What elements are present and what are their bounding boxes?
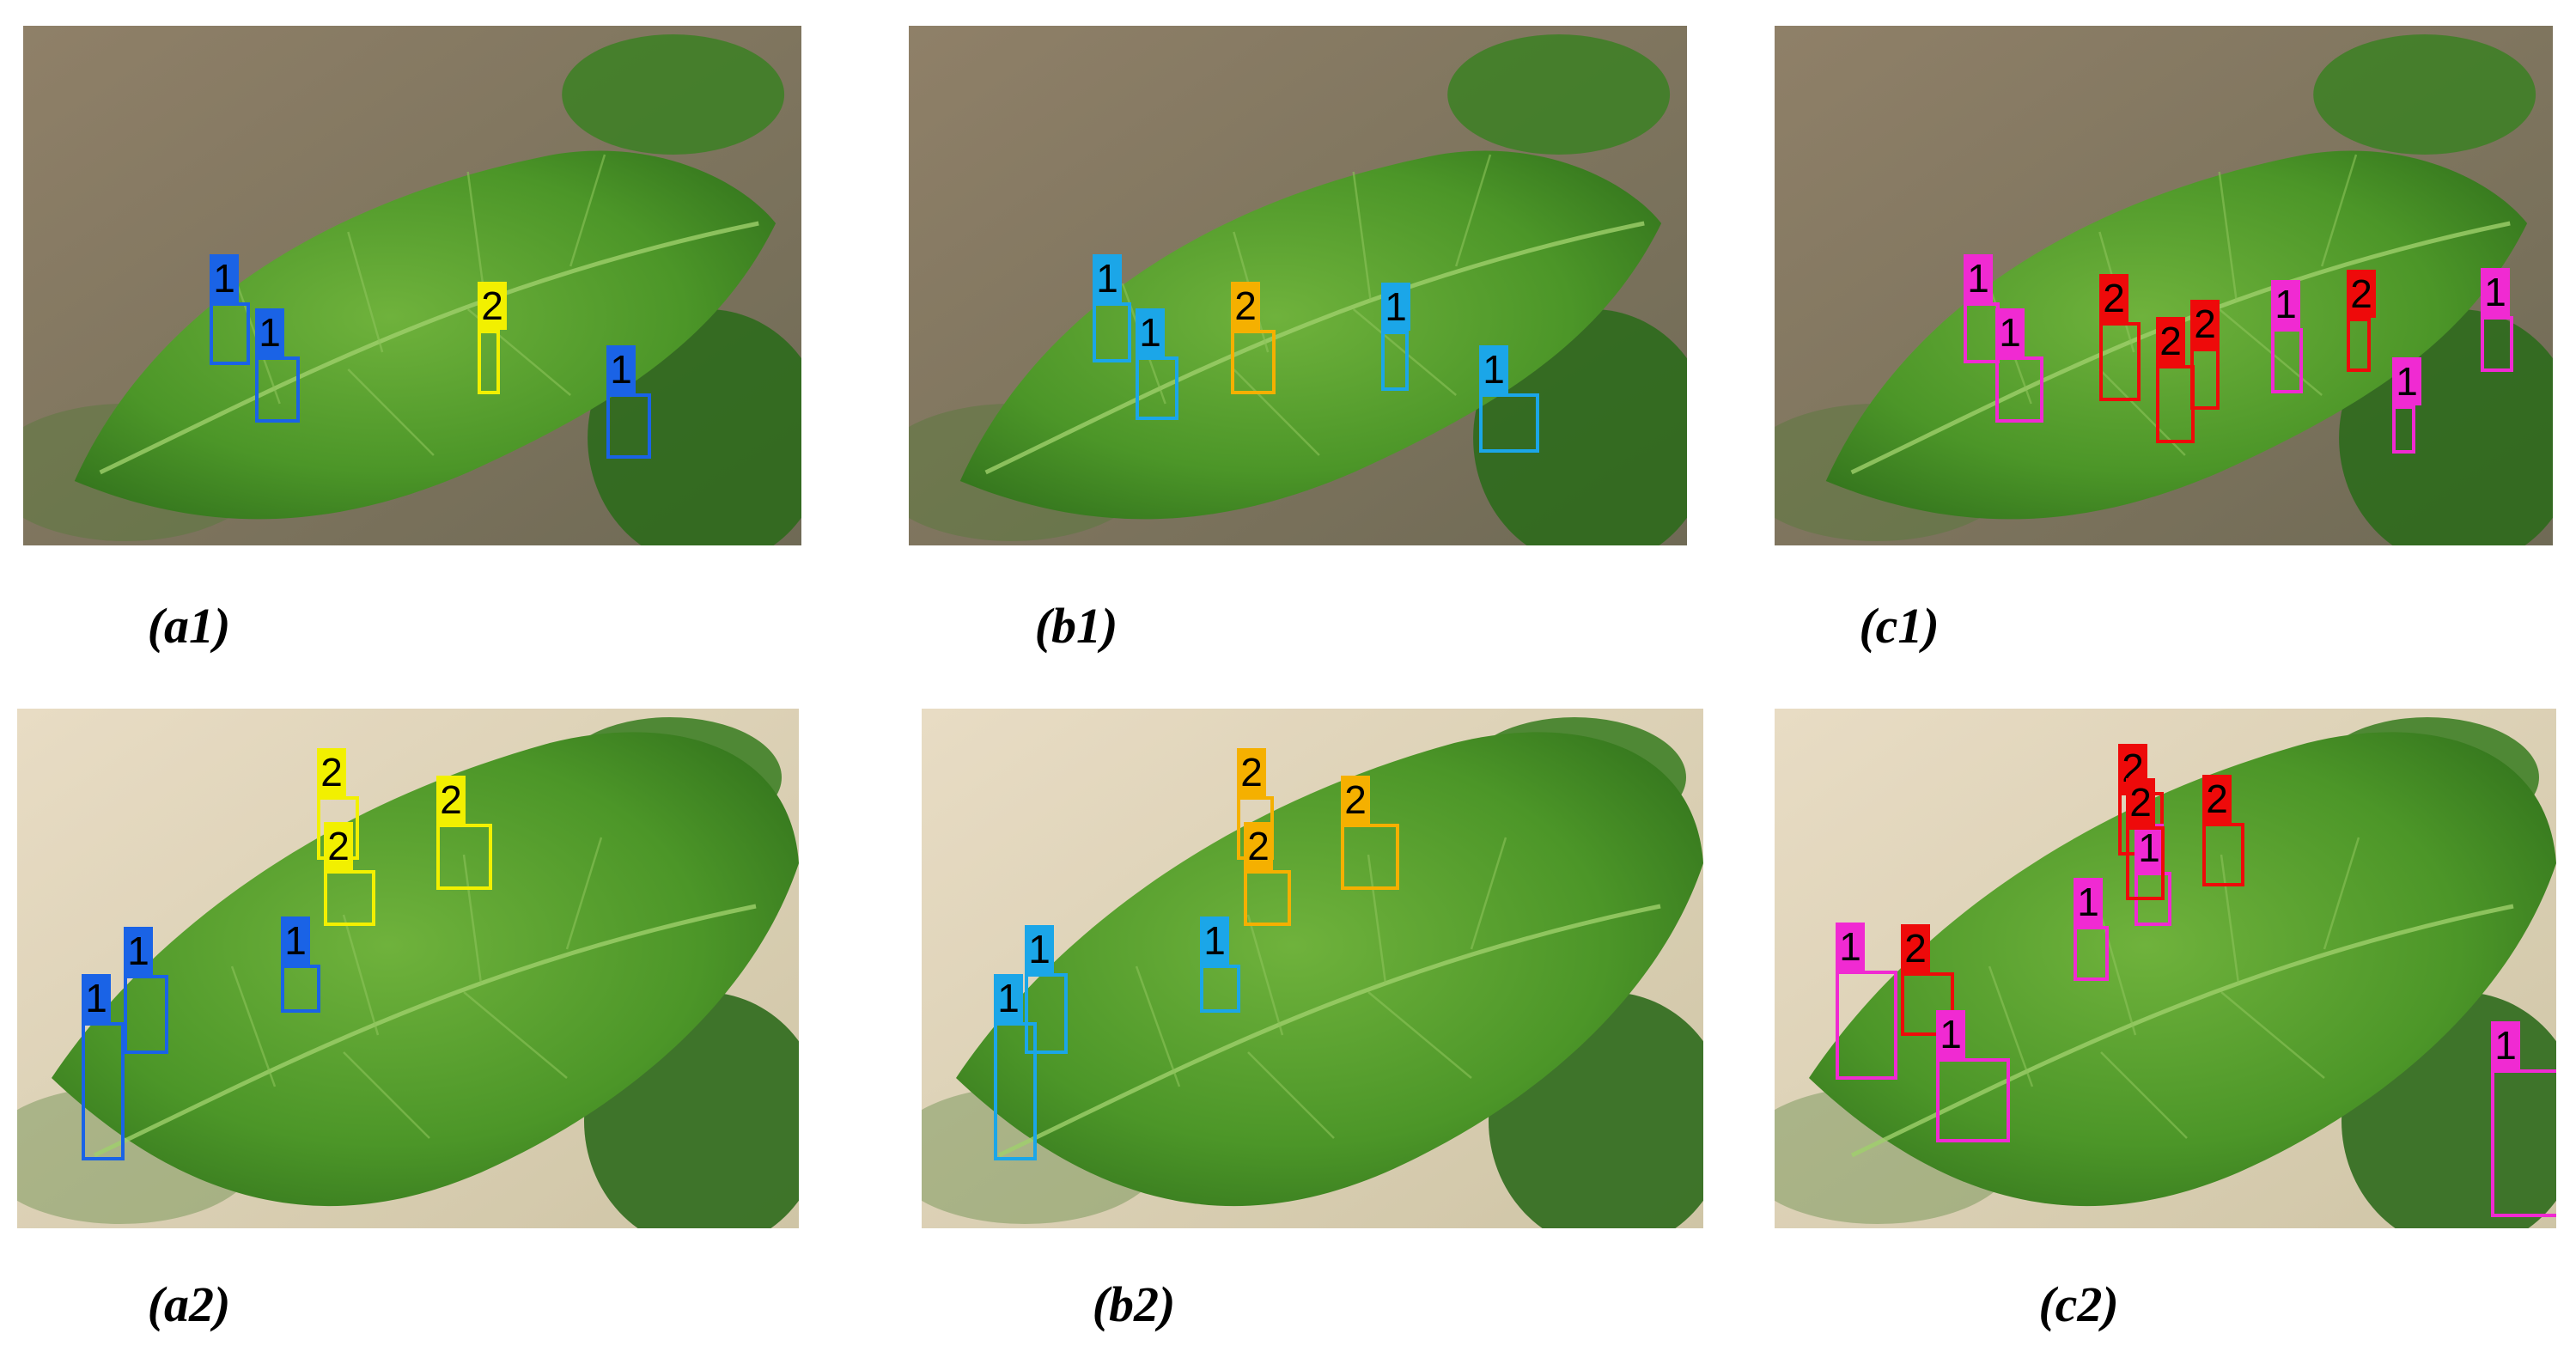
detection-box bbox=[1995, 356, 2043, 423]
detection-label: 1 bbox=[281, 916, 310, 965]
detection-label: 2 bbox=[2347, 270, 2376, 318]
detection-box bbox=[2392, 405, 2415, 454]
detection-box bbox=[124, 975, 168, 1054]
detection-label: 1 bbox=[1025, 925, 1054, 973]
detection-box bbox=[210, 302, 250, 365]
caption-c2: (c2) bbox=[2038, 1276, 2119, 1332]
detection-label: 1 bbox=[1093, 254, 1122, 302]
caption-b2: (b2) bbox=[1092, 1276, 1176, 1332]
detection-box bbox=[1025, 973, 1068, 1054]
detection-label: 2 bbox=[2099, 274, 2128, 322]
detection-label: 2 bbox=[1901, 924, 1930, 972]
detection-label: 1 bbox=[1836, 923, 1865, 971]
detection-box bbox=[1341, 824, 1399, 890]
detection-box bbox=[281, 965, 320, 1013]
detection-label: 2 bbox=[2126, 778, 2155, 826]
leaf-photo bbox=[1775, 709, 2556, 1228]
detection-box bbox=[2481, 316, 2513, 372]
detection-box bbox=[2126, 826, 2165, 900]
leaf-photo bbox=[23, 26, 801, 545]
detection-label: 1 bbox=[2134, 824, 2164, 872]
detection-box bbox=[1136, 356, 1178, 420]
detection-label: 2 bbox=[2156, 317, 2185, 365]
detection-box bbox=[2202, 823, 2244, 886]
detection-box bbox=[255, 356, 300, 423]
detection-box bbox=[436, 824, 492, 890]
detection-box bbox=[1901, 972, 1954, 1036]
leaf-photo bbox=[922, 709, 1703, 1228]
detection-label: 1 bbox=[1936, 1010, 1965, 1058]
detection-label: 1 bbox=[255, 308, 284, 356]
detection-label: 2 bbox=[1237, 748, 1266, 796]
detection-label: 2 bbox=[1231, 282, 1260, 330]
detection-box bbox=[606, 393, 651, 459]
detection-box bbox=[478, 330, 500, 394]
leaf-photo bbox=[1775, 26, 2553, 545]
detection-box bbox=[324, 870, 375, 926]
leaf-photo bbox=[909, 26, 1687, 545]
caption-a2: (a2) bbox=[147, 1276, 231, 1332]
detection-label: 1 bbox=[124, 927, 153, 975]
detection-label: 1 bbox=[1200, 916, 1229, 965]
detection-box bbox=[2190, 348, 2220, 410]
detection-box bbox=[1093, 302, 1131, 362]
detection-box bbox=[2074, 926, 2109, 981]
detection-label: 2 bbox=[317, 748, 346, 796]
detection-label: 2 bbox=[1341, 776, 1370, 824]
detection-label: 2 bbox=[324, 822, 353, 870]
detection-box bbox=[1964, 302, 2000, 363]
caption-a1: (a1) bbox=[147, 598, 231, 654]
detection-label: 1 bbox=[2074, 878, 2103, 926]
detection-box bbox=[1244, 870, 1291, 926]
detection-box bbox=[82, 1022, 125, 1160]
detection-label: 1 bbox=[2491, 1021, 2520, 1069]
detection-label: 1 bbox=[1995, 308, 2025, 356]
detection-box bbox=[2099, 322, 2141, 401]
detection-label: 1 bbox=[2271, 280, 2300, 328]
detection-label: 1 bbox=[1479, 345, 1508, 393]
detection-box bbox=[2491, 1069, 2556, 1217]
detection-label: 1 bbox=[994, 974, 1023, 1022]
detection-label: 1 bbox=[1136, 308, 1165, 356]
detection-box bbox=[2156, 365, 2195, 443]
detection-label: 1 bbox=[1381, 283, 1410, 331]
detection-label: 2 bbox=[478, 282, 507, 330]
detection-box bbox=[1200, 965, 1240, 1013]
detection-label: 2 bbox=[436, 776, 466, 824]
detection-label: 2 bbox=[2190, 300, 2220, 348]
caption-b1: (b1) bbox=[1034, 598, 1118, 654]
detection-label: 1 bbox=[82, 974, 111, 1022]
detection-label: 1 bbox=[2392, 357, 2421, 405]
detection-box bbox=[994, 1022, 1037, 1160]
detection-label: 1 bbox=[2481, 268, 2510, 316]
detection-box bbox=[1381, 331, 1409, 391]
detection-box bbox=[1479, 393, 1539, 453]
caption-c1: (c1) bbox=[1859, 598, 1940, 654]
detection-box bbox=[1231, 330, 1276, 394]
detection-label: 1 bbox=[606, 345, 636, 393]
detection-box bbox=[1836, 971, 1897, 1080]
detection-label: 1 bbox=[1964, 254, 1993, 302]
detection-box bbox=[2271, 328, 2303, 393]
detection-label: 1 bbox=[210, 254, 239, 302]
detection-box bbox=[2347, 318, 2371, 372]
detection-label: 2 bbox=[1244, 822, 1273, 870]
detection-label: 2 bbox=[2202, 775, 2232, 823]
detection-box bbox=[1936, 1058, 2010, 1142]
